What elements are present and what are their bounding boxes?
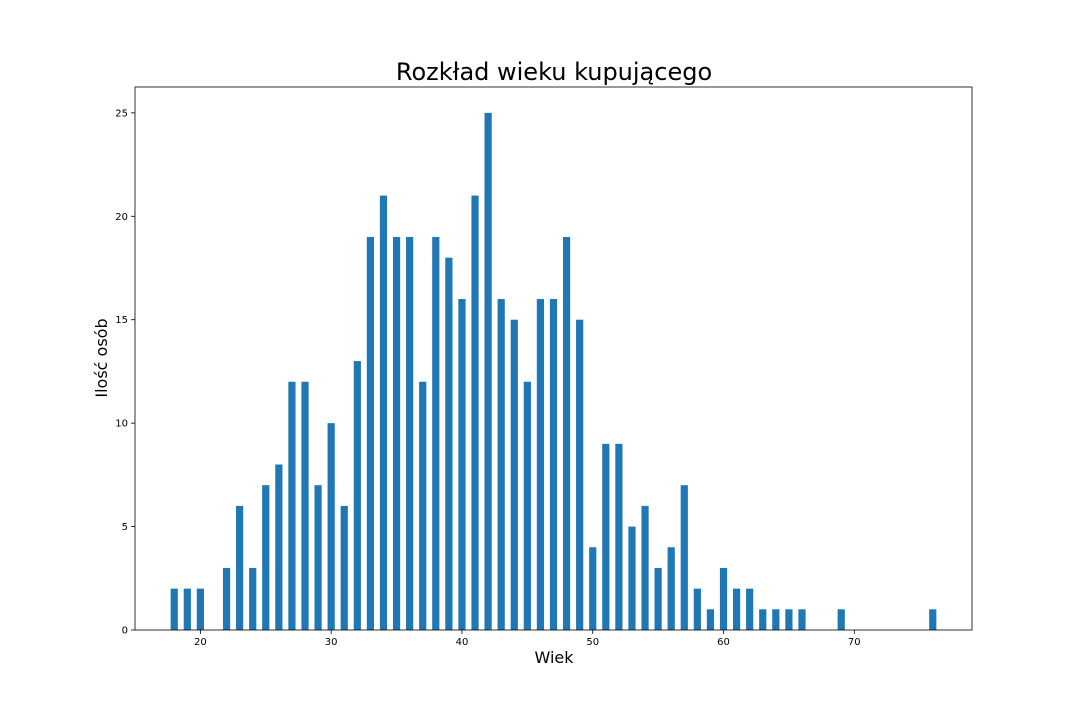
bar-age-23	[236, 505, 244, 630]
y-axis-ticks: 0 5 10 15 20 25	[115, 108, 135, 637]
bar-age-45	[523, 381, 531, 630]
bar-age-62	[746, 588, 754, 630]
bar-age-57	[680, 485, 688, 630]
bar-age-69	[837, 609, 845, 630]
plot-frame	[134, 86, 973, 631]
bar-age-24	[249, 567, 257, 630]
y-tick-label: 15	[115, 315, 128, 326]
bar-age-53	[628, 526, 636, 630]
y-axis-label: Ilość osób	[92, 318, 111, 397]
bar-age-50	[589, 547, 597, 630]
chart-title: Rozkład wieku kupującego	[396, 58, 712, 86]
bar-age-33	[366, 236, 374, 630]
bar-age-58	[693, 588, 701, 630]
y-tick-label: 10	[115, 419, 128, 430]
x-tick-label: 70	[848, 637, 861, 648]
bar-age-56	[667, 547, 675, 630]
bar-age-38	[432, 236, 440, 630]
bar-age-36	[406, 236, 414, 630]
bar-age-28	[301, 381, 309, 630]
bar-age-51	[602, 443, 610, 630]
bar-age-65	[785, 609, 793, 630]
bar-age-46	[536, 299, 545, 630]
x-axis-ticks: 20 30 40 50 60 70	[194, 630, 861, 648]
bar-age-44	[510, 319, 518, 630]
bar-age-32	[353, 361, 361, 630]
y-tick-label: 5	[122, 522, 128, 533]
bar-age-63	[759, 609, 767, 630]
x-tick-label: 40	[456, 637, 469, 648]
bar-age-40	[458, 299, 466, 630]
bar-age-55	[654, 567, 662, 630]
bar-age-52	[615, 443, 623, 630]
bar-age-59	[706, 609, 715, 630]
y-tick-label: 20	[115, 212, 128, 223]
x-tick-label: 60	[717, 637, 730, 648]
x-axis-label: Wiek	[534, 648, 574, 667]
bar-age-26	[275, 464, 283, 630]
bar-age-35	[392, 236, 401, 630]
bar-age-48	[562, 236, 571, 630]
bar-age-30	[327, 423, 335, 630]
bar-age-47	[549, 299, 558, 630]
bar-age-37	[419, 381, 427, 630]
x-tick-label: 30	[325, 637, 338, 648]
bar-age-61	[733, 588, 741, 630]
bar-age-66	[798, 609, 806, 630]
bar-age-60	[719, 567, 728, 630]
bar-age-64	[772, 609, 780, 630]
x-tick-label: 20	[194, 637, 207, 648]
bar-age-34	[379, 195, 388, 630]
bar-age-31	[340, 505, 348, 630]
bar-age-27	[288, 381, 296, 630]
y-tick-label: 0	[122, 626, 128, 637]
bar-age-18	[170, 588, 178, 630]
y-tick-label: 25	[115, 108, 128, 119]
bar-age-22	[222, 567, 231, 630]
x-tick-label: 50	[586, 637, 599, 648]
bar-age-25	[262, 485, 270, 630]
bar-age-42	[484, 112, 492, 631]
bars-group	[170, 112, 937, 631]
bar-age-39	[445, 257, 453, 630]
bar-age-41	[471, 195, 479, 630]
bar-age-76	[929, 609, 937, 630]
bar-age-29	[314, 485, 322, 630]
bar-age-43	[497, 299, 505, 630]
bar-age-19	[183, 588, 191, 630]
bar-age-49	[576, 319, 584, 630]
bar-age-54	[641, 505, 649, 630]
bar-age-20	[196, 588, 204, 630]
